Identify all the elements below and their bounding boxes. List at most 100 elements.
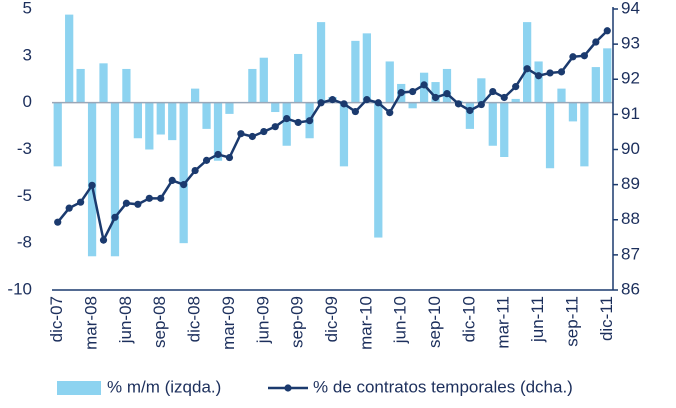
bar [65,14,74,103]
bar [362,33,371,103]
bar [87,102,97,257]
line-marker [374,99,382,107]
line-marker [580,52,588,60]
line-marker [409,87,417,96]
line-marker [88,181,96,189]
y2-tick-label: 92 [621,69,640,88]
legend-label: % m/m (izqda.) [107,377,221,396]
bar [477,78,486,103]
bar [179,102,188,244]
line-marker [557,68,566,76]
bar [225,102,234,114]
line-marker [546,69,554,77]
line-marker [489,87,497,96]
bar [213,102,223,161]
line-marker [466,106,474,115]
bar [408,102,417,109]
bar [351,40,360,103]
line-marker [134,200,142,208]
x-tick-label: jun-08 [116,296,135,344]
y-tick-label: 0 [23,92,32,111]
line-marker [500,93,508,102]
line-marker [306,117,314,125]
bar [282,102,291,146]
line-marker [363,96,371,104]
x-tick-label: dic-08 [185,296,204,342]
line-marker [77,198,85,206]
bar [190,88,200,103]
x-tick-label: jun-11 [528,296,547,343]
line-marker [534,72,543,80]
line-marker [111,213,119,221]
line-marker [328,96,337,104]
x-tick-label: mar-11 [494,296,513,349]
line-marker [248,132,256,141]
bar [156,102,165,135]
line-marker [592,38,600,46]
bar [545,102,555,169]
bar [110,102,120,257]
line-marker [283,114,291,123]
bar [603,48,612,103]
bar [339,102,349,167]
bar [500,102,509,157]
bar [248,68,257,103]
line-marker [54,218,62,226]
line-marker [317,99,325,107]
line-marker [168,176,176,185]
bar [99,63,108,103]
line-marker [386,109,394,117]
y2-tick-label: 87 [621,244,640,263]
x-tick-label: dic-11 [597,296,616,341]
line-marker [420,81,428,89]
bar [168,102,177,141]
bar [374,102,383,238]
bar [431,82,440,103]
x-tick-label: sep-08 [150,296,169,348]
line-marker [157,194,165,202]
bar [145,102,154,150]
bar [557,88,566,103]
bar [133,102,142,139]
y2-tick-label: 90 [621,139,640,158]
x-tick-label: jun-09 [253,296,272,344]
line-marker [477,100,485,109]
line-marker [214,150,222,159]
line-marker [65,204,73,212]
y-tick-label: -5 [17,186,32,205]
x-tick-label: dic-07 [47,296,66,342]
bar [580,102,589,167]
line-marker [271,123,279,131]
y-tick-label: -8 [17,233,32,252]
legend-swatch [284,384,292,392]
bar [488,102,497,146]
line-marker [523,65,531,73]
x-tick-label: jun-10 [391,296,410,344]
line-marker [294,118,302,127]
x-tick-label: sep-09 [288,296,307,348]
y2-tick-label: 88 [621,209,640,228]
x-tick-label: mar-10 [356,296,375,350]
bar [76,68,85,103]
y2-tick-label: 86 [621,279,640,298]
y-tick-label: -3 [17,139,32,158]
y2-tick-label: 94 [621,0,640,17]
line-marker [145,194,153,202]
bar [316,22,326,103]
line-marker [431,93,440,102]
bar [568,102,578,122]
line-marker [225,153,234,162]
line-marker [260,127,268,136]
bar [591,67,600,103]
x-tick-label: sep-10 [425,296,444,348]
line-marker [99,236,108,244]
legend-swatch [57,381,101,395]
line-marker [237,130,245,138]
x-tick-label: dic-09 [322,296,341,342]
x-tick-label: sep-11 [562,296,581,347]
legend-label: % de contratos temporales (dcha.) [313,377,573,396]
y2-tick-label: 89 [621,174,640,193]
bar [53,102,62,167]
x-tick-label: mar-08 [82,296,101,350]
